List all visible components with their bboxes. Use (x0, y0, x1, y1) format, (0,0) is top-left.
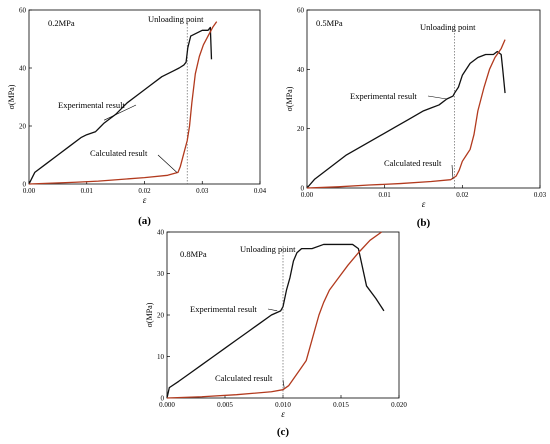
x-tick-label: 0.00 (23, 187, 36, 195)
y-axis-label: σ(MPa) (7, 84, 16, 109)
experimental-curve (166, 243, 385, 399)
experimental-leader-line (267, 308, 278, 312)
calculated-result-label: Calculated result (384, 158, 442, 168)
y-tick-label: 30 (157, 270, 165, 278)
x-tick-label: 0.03 (534, 191, 547, 199)
x-tick-label: 0.03 (196, 187, 209, 195)
calculated-curve (28, 21, 218, 185)
panel-caption: (c) (277, 426, 290, 438)
calculated-leader-line (451, 164, 454, 180)
x-axis-label: ε (422, 199, 426, 209)
chart-panel-c: 0.000 0.005 0.010 0.015 0.020 0 10 20 30 40 ε σ(MPa… (145, 229, 407, 439)
x-tick-label: 0.02 (456, 191, 469, 199)
experimental-curve (306, 50, 506, 189)
y-tick-label: 0 (301, 185, 305, 193)
pressure-label: 0.8MPa (180, 249, 207, 259)
y-tick-label: 20 (297, 125, 305, 133)
x-tick-label: 0.00 (301, 191, 314, 199)
experimental-result-label: Experimental result (58, 100, 125, 110)
x-tick-label: 0.010 (275, 401, 291, 409)
y-tick-label: 40 (157, 229, 165, 237)
y-tick-label: 10 (157, 353, 165, 361)
calculated-leader-line (157, 154, 178, 173)
y-tick-label: 40 (19, 65, 27, 73)
calculated-curve (306, 39, 506, 189)
chart-panel-b: 0.00 0.01 0.02 0.03 0 20 40 60 ε σ(MPa) 0.5MPa Unlo… (285, 7, 547, 230)
unloading-point-label: Unloading point (148, 14, 204, 24)
x-tick-label: 0.020 (391, 401, 407, 409)
x-tick-label: 0.005 (217, 401, 233, 409)
x-tick-label: 0.000 (159, 401, 175, 409)
pressure-label: 0.5MPa (316, 18, 343, 28)
y-tick-label: 20 (19, 123, 27, 131)
y-axis-label: σ(MPa) (145, 302, 154, 327)
y-axis-label: σ(MPa) (285, 86, 294, 111)
unloading-point-label: Unloading point (240, 244, 296, 254)
calculated-curve (166, 231, 382, 399)
unloading-point-label: Unloading point (420, 22, 476, 32)
calculated-result-label: Calculated result (90, 148, 148, 158)
experimental-result-label: Experimental result (190, 304, 257, 314)
experimental-result-label: Experimental result (350, 91, 417, 101)
y-tick-label: 0 (161, 395, 165, 403)
y-tick-label: 60 (297, 7, 305, 15)
chart-panel-a: 0.00 0.01 0.02 0.03 0.04 0 20 40 60 ε σ(MPa) 0.2MPa… (7, 7, 267, 228)
calculated-leader-line (282, 379, 285, 388)
experimental-leader-line (427, 95, 447, 100)
x-tick-label: 0.01 (379, 191, 392, 199)
pressure-label: 0.2MPa (48, 18, 75, 28)
x-tick-label: 0.02 (138, 187, 151, 195)
panel-caption: (a) (138, 215, 151, 227)
y-tick-label: 0 (23, 181, 27, 189)
y-tick-label: 40 (297, 66, 305, 74)
experimental-curve (28, 26, 213, 185)
x-tick-label: 0.01 (81, 187, 94, 195)
experimental-leader-line (103, 104, 137, 121)
panel-caption: (b) (417, 217, 431, 229)
x-tick-label: 0.04 (254, 187, 267, 195)
x-axis-label: ε (143, 195, 147, 205)
calculated-result-label: Calculated result (215, 373, 273, 383)
plot-frame (306, 9, 541, 189)
y-tick-label: 60 (19, 7, 27, 15)
x-tick-label: 0.015 (333, 401, 349, 409)
y-tick-label: 20 (157, 312, 165, 320)
x-axis-label: ε (281, 409, 285, 419)
